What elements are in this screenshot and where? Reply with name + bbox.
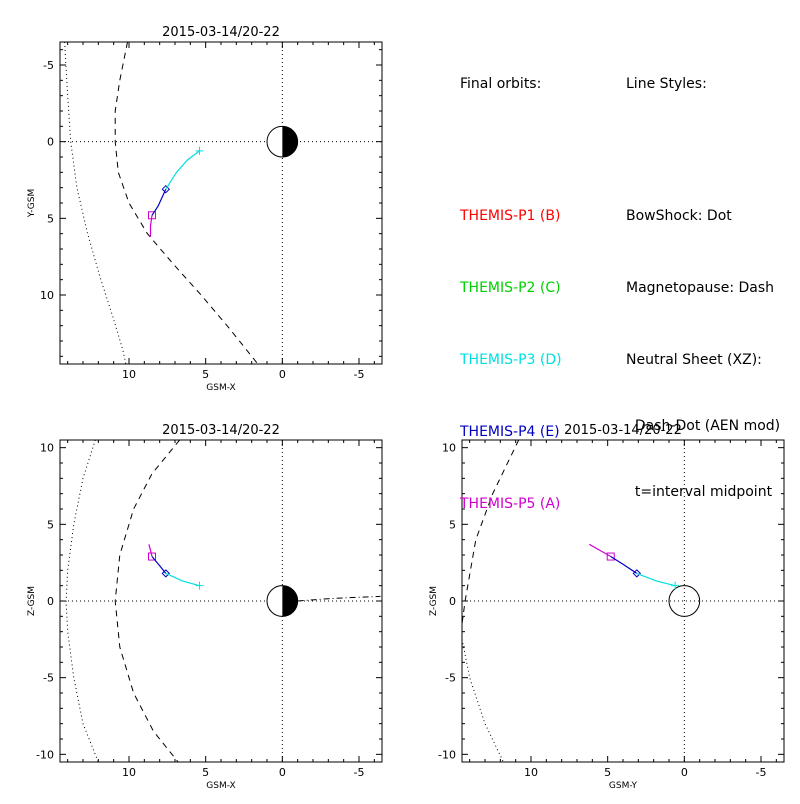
xz-magnetopause-line — [114, 440, 180, 762]
yz-magnetopause-line — [462, 440, 520, 625]
xy-plot-frame — [59, 41, 383, 365]
line-styles-title: Line Styles: — [626, 76, 707, 92]
yz-bowshock-lower-line — [462, 639, 504, 762]
yz-y-axis-label: Z-GSM — [429, 586, 439, 616]
xy-magnetopause-line — [114, 42, 259, 364]
xy-y-tick-label: -5 — [43, 59, 54, 72]
xz-neutral-sheet-line — [297, 595, 381, 602]
style-neutral-sheet: Neutral Sheet (XZ): — [626, 352, 762, 368]
xy-x-tick-label: 5 — [202, 368, 209, 381]
xy-marker-p4 — [161, 184, 171, 194]
legend-probe-p3: THEMIS-P3 (D) — [460, 352, 562, 368]
xy-y-tick-label: 10 — [40, 289, 54, 302]
xy-orbit-p3 — [165, 150, 200, 190]
yz-orbit-p4 — [610, 555, 638, 574]
xz-marker-p3 — [195, 581, 204, 590]
yz-x-tick-label: -5 — [756, 766, 767, 779]
style-bowshock: BowShock: Dot — [626, 208, 732, 224]
xz-orbit-p4 — [151, 556, 167, 574]
yz-plot-title: 2015-03-14/20-22 — [564, 423, 682, 438]
xz-x-axis-label: GSM-X — [206, 781, 235, 791]
yz-y-tick-label: -10 — [438, 748, 456, 761]
style-interval-midpoint: t=interval midpoint — [626, 484, 773, 500]
yz-orbit-p3 — [636, 572, 676, 587]
xy-marker-p3 — [195, 146, 204, 155]
legend-probe-p2: THEMIS-P2 (C) — [460, 280, 561, 296]
xz-y-tick-label: 0 — [47, 595, 54, 608]
xz-orbit-p5 — [148, 544, 153, 557]
yz-marker-p3 — [671, 581, 680, 590]
xy-marker-p5 — [148, 211, 156, 220]
xz-bowshock-line — [65, 440, 99, 762]
xz-y-tick-label: -5 — [43, 672, 54, 685]
yz-y-tick-label: -5 — [445, 672, 456, 685]
legend-probe-p4: THEMIS-P4 (E) — [460, 424, 560, 440]
xz-y-tick-label: -10 — [36, 748, 54, 761]
xz-y-tick-label: 10 — [40, 442, 54, 455]
final-orbits-legend: Final orbits: THEMIS-P1 (B) THEMIS-P2 (C… — [460, 24, 562, 564]
xy-x-tick-label: -5 — [354, 368, 365, 381]
xy-y-tick-label: 5 — [47, 212, 54, 225]
style-neutral-sheet-mod: Dash-Dot (AEN mod) — [626, 418, 781, 434]
yz-x-tick-label: 0 — [681, 766, 688, 779]
yz-y-tick-label: 5 — [449, 518, 456, 531]
yz-y-tick-label: 0 — [449, 595, 456, 608]
style-magnetopause: Magnetopause: Dash — [626, 280, 775, 296]
xy-orbit-p4 — [151, 188, 167, 216]
xy-y-tick-label: 0 — [47, 136, 54, 149]
yz-marker-p4 — [632, 569, 642, 578]
xy-x-axis-label: GSM-X — [206, 383, 235, 393]
yz-x-tick-label: 10 — [524, 766, 538, 779]
final-orbits-title: Final orbits: — [460, 76, 542, 92]
xy-earth-night-side-icon — [282, 126, 298, 157]
yz-earth-outline-icon — [668, 585, 701, 617]
legend-probe-p1: THEMIS-P1 (B) — [460, 208, 561, 224]
yz-x-axis-label: GSM-Y — [609, 781, 638, 791]
legend-probe-p5: THEMIS-P5 (A) — [460, 496, 561, 512]
xy-bowshock-line — [64, 42, 127, 364]
xz-x-tick-label: 5 — [202, 766, 209, 779]
xz-marker-p5 — [148, 552, 156, 561]
yz-marker-p5 — [606, 552, 615, 561]
xz-x-tick-label: -5 — [354, 766, 365, 779]
yz-x-tick-label: 5 — [604, 766, 611, 779]
xz-x-tick-label: 0 — [279, 766, 286, 779]
line-styles-legend: Line Styles: BowShock: Dot Magnetopause:… — [626, 24, 780, 546]
xy-plot-title: 2015-03-14/20-22 — [162, 25, 280, 40]
xz-marker-p4 — [161, 569, 171, 578]
xy-y-axis-label: Y-GSM — [27, 189, 37, 218]
xz-earth-night-side-icon — [282, 585, 298, 617]
xz-orbit-p3 — [165, 572, 200, 587]
yz-y-tick-label: 10 — [442, 442, 456, 455]
xz-x-tick-label: 10 — [122, 766, 136, 779]
xz-y-axis-label: Z-GSM — [27, 586, 37, 616]
xy-x-tick-label: 0 — [279, 368, 286, 381]
xy-x-tick-label: 10 — [122, 368, 136, 381]
xz-y-tick-label: 5 — [47, 518, 54, 531]
xz-plot-title: 2015-03-14/20-22 — [162, 423, 280, 438]
